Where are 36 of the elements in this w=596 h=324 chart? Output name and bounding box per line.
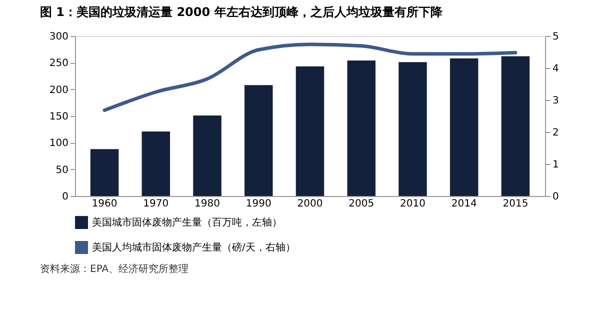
bar: [398, 62, 427, 196]
y2-tick-label: 4: [552, 64, 559, 74]
text: 资料来源：EPA、经济研究所整理: [40, 263, 189, 275]
x-tick-label: 2000: [297, 198, 323, 210]
bar: [142, 131, 170, 196]
x-tick-label: 1980: [194, 198, 220, 210]
x-tick-label: 2014: [451, 198, 477, 210]
line-series: [102, 42, 518, 112]
bar: [90, 149, 119, 196]
y2-tick-label: 3: [552, 96, 559, 106]
y2-tick-label: 1: [552, 160, 559, 170]
bar: [296, 66, 324, 196]
x-tick-label: 1960: [92, 198, 118, 210]
y2-tick-label: 5: [552, 32, 559, 42]
bar: [501, 56, 530, 196]
y2-tick-label: 0: [552, 192, 559, 202]
y-tick-label: 50: [56, 164, 68, 176]
bar: [244, 85, 273, 196]
y2-tick-label: 2: [552, 128, 559, 138]
chart-title: 图 1：美国的垃圾清运量 2000 年左右达到顶峰，之后人均垃圾量有所下降: [40, 5, 444, 19]
y-tick-label: 250: [49, 58, 68, 70]
bar: [347, 60, 376, 196]
y-tick-label: 200: [49, 84, 68, 96]
bar: [450, 58, 478, 196]
y-tick-label: 300: [49, 32, 68, 42]
x-tick-label: 2015: [502, 198, 528, 210]
y-tick-label: 100: [49, 138, 68, 150]
x-tick-label: 1990: [246, 198, 272, 210]
x-tick-label: 2010: [400, 198, 426, 210]
y-tick-label: 150: [49, 112, 68, 122]
bar: [193, 115, 222, 196]
x-tick-label: 1970: [143, 198, 169, 210]
y-tick-label: 0: [62, 192, 68, 202]
legend-label: 美国城市固体废物产生量（百万吨，左轴）: [92, 216, 282, 228]
legend-label: 美国人均城市固体废物产生量（磅/天，右轴）: [92, 242, 296, 254]
x-tick-label: 2005: [348, 198, 374, 210]
